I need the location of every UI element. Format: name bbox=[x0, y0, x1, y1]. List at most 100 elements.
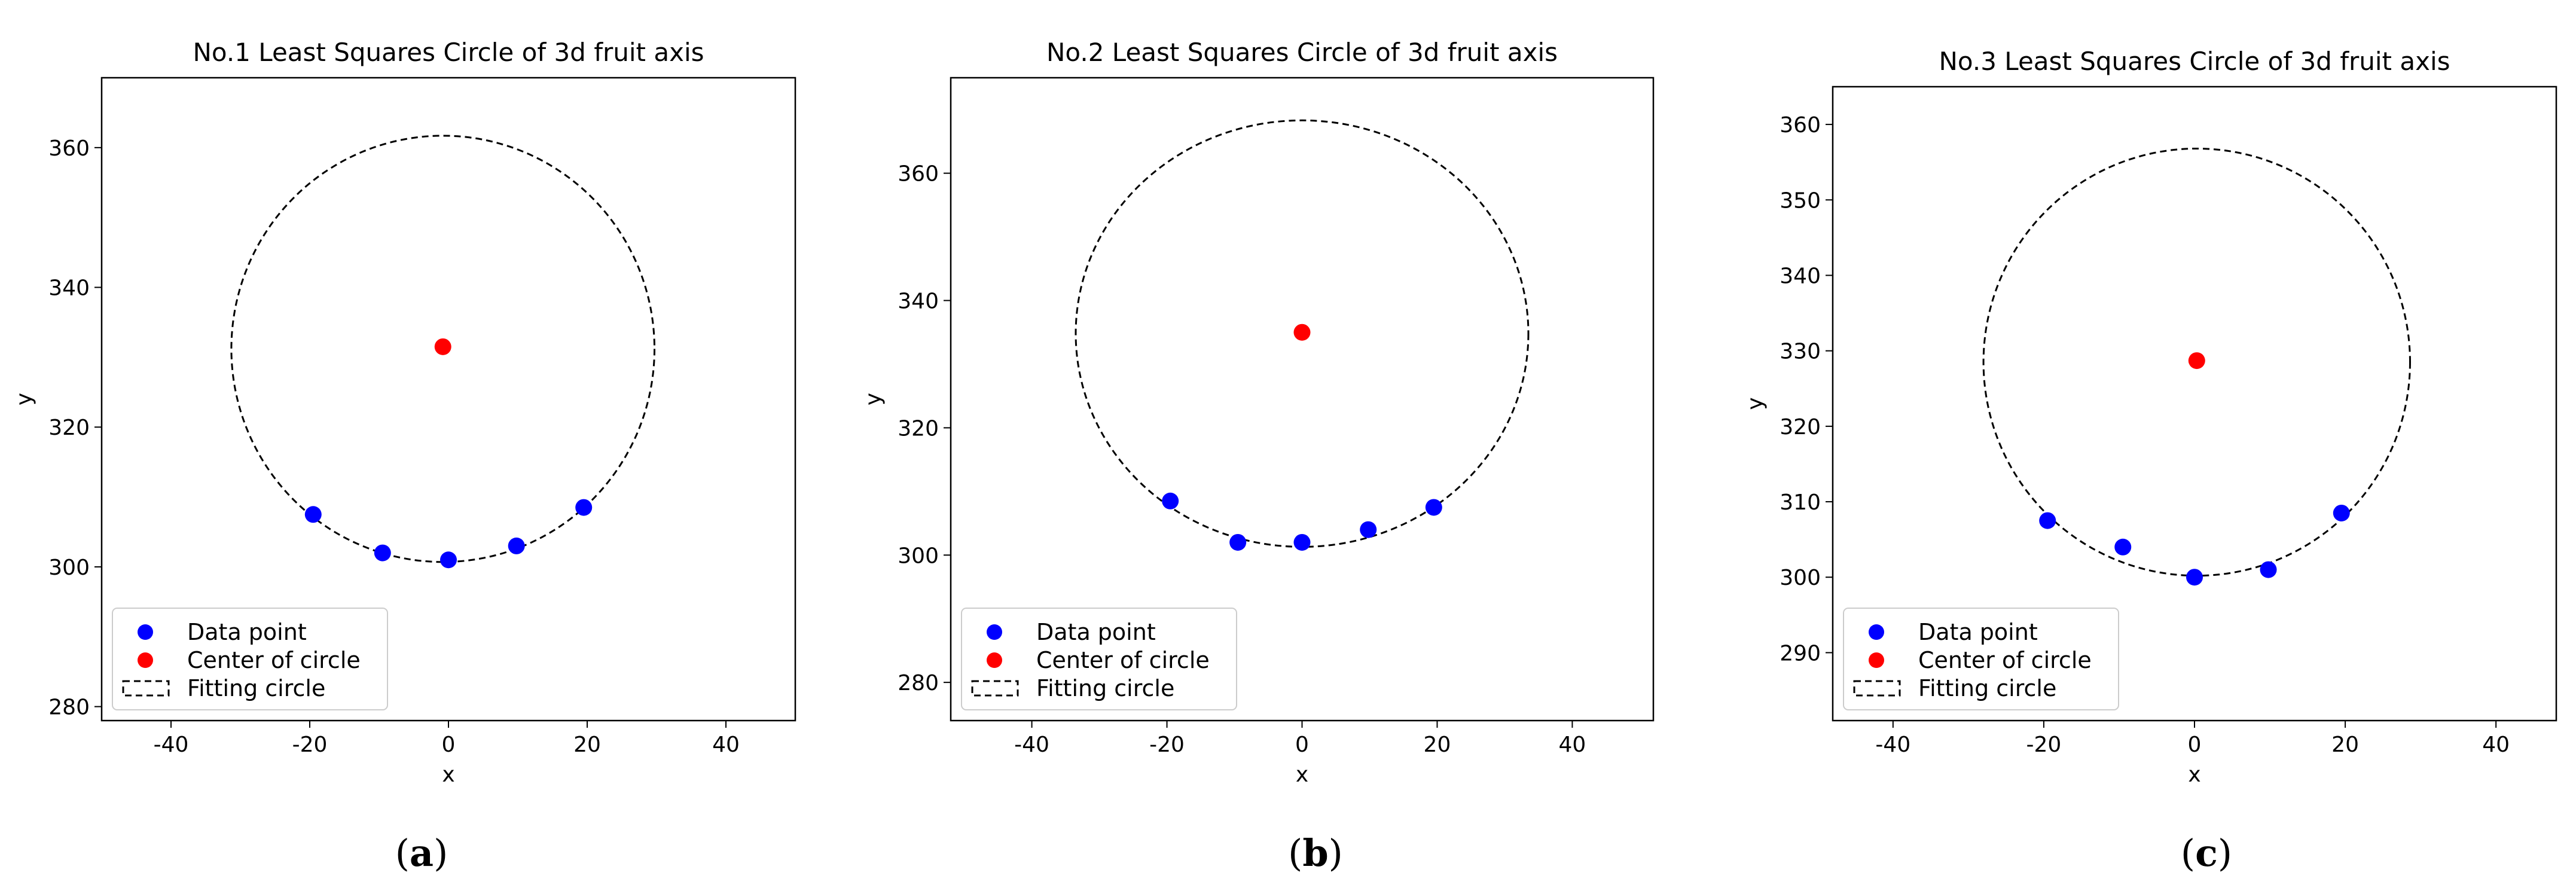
y-tick-label: 320 bbox=[1780, 415, 1821, 440]
y-tick-label: 360 bbox=[898, 162, 939, 187]
legend-marker-data-point bbox=[138, 624, 153, 640]
legend-box bbox=[112, 608, 388, 710]
data-point bbox=[1425, 499, 1442, 516]
legend-label: Fitting circle bbox=[1036, 675, 1174, 701]
center-point bbox=[1293, 324, 1311, 341]
x-tick-label: -20 bbox=[2026, 733, 2062, 757]
y-tick-label: 280 bbox=[898, 671, 939, 695]
data-point bbox=[2186, 569, 2203, 586]
y-tick-label: 300 bbox=[1780, 566, 1821, 590]
caption-paren: ) bbox=[434, 831, 448, 875]
legend-marker-center bbox=[138, 652, 153, 668]
data-point bbox=[2114, 538, 2132, 556]
plot-frame bbox=[100, 77, 796, 722]
caption-letter: c bbox=[2195, 831, 2218, 875]
legend-label: Center of circle bbox=[1036, 647, 1210, 673]
fitting-circle bbox=[230, 135, 656, 563]
y-tick-label: 290 bbox=[1780, 641, 1821, 666]
y-axis-label: y bbox=[1743, 397, 1768, 410]
chart-title: No.2 Least Squares Circle of 3d fruit ax… bbox=[1046, 38, 1558, 67]
caption-paren: ( bbox=[395, 831, 410, 875]
chart-title: No.1 Least Squares Circle of 3d fruit ax… bbox=[193, 38, 704, 67]
chart-panel-3: No.3 Least Squares Circle of 3d fruit ax… bbox=[1743, 47, 2557, 875]
x-tick-label: 0 bbox=[2188, 733, 2202, 757]
data-point bbox=[2260, 561, 2277, 578]
x-tick-label: -40 bbox=[1014, 733, 1049, 757]
data-point bbox=[1293, 533, 1311, 551]
x-tick-label: 0 bbox=[1295, 733, 1309, 757]
caption-paren: ) bbox=[1329, 831, 1343, 875]
legend-marker-fitting-circle bbox=[122, 680, 170, 697]
legend-label: Fitting circle bbox=[1918, 675, 2056, 701]
caption-letter: a bbox=[410, 831, 434, 875]
y-tick-label: 330 bbox=[1780, 340, 1821, 364]
legend-marker-center bbox=[1869, 652, 1884, 668]
data-point bbox=[1162, 492, 1179, 509]
legend-marker-fitting-circle bbox=[1853, 680, 1901, 697]
y-axis-label: y bbox=[861, 393, 886, 405]
legend-label: Fitting circle bbox=[187, 675, 325, 701]
legend-marker-center bbox=[987, 652, 1002, 668]
legend-label: Data point bbox=[1036, 619, 1156, 645]
y-tick-label: 340 bbox=[898, 289, 939, 314]
data-point bbox=[440, 551, 457, 569]
y-tick-label: 300 bbox=[898, 544, 939, 568]
x-tick-label: 0 bbox=[442, 733, 456, 757]
caption-paren: ( bbox=[1288, 831, 1302, 875]
legend-box bbox=[961, 608, 1237, 710]
x-axis-label: x bbox=[442, 762, 454, 787]
y-tick-label: 360 bbox=[48, 136, 90, 161]
x-tick-label: 20 bbox=[1424, 733, 1451, 757]
y-tick-label: 320 bbox=[898, 416, 939, 441]
panel-caption: (a) bbox=[395, 831, 448, 875]
data-point bbox=[2039, 512, 2056, 529]
caption-paren: ) bbox=[2218, 831, 2232, 875]
legend-box bbox=[1843, 608, 2119, 710]
chart-panel-2: No.2 Least Squares Circle of 3d fruit ax… bbox=[861, 38, 1655, 875]
legend-marker-data-point bbox=[987, 624, 1002, 640]
y-tick-label: 310 bbox=[1780, 490, 1821, 515]
x-tick-label: -40 bbox=[1875, 733, 1910, 757]
center-point bbox=[2188, 352, 2205, 370]
plot-frame bbox=[1832, 86, 2557, 722]
data-point bbox=[508, 537, 525, 554]
x-tick-label: -20 bbox=[1149, 733, 1185, 757]
x-tick-label: 20 bbox=[573, 733, 601, 757]
y-tick-label: 360 bbox=[1780, 113, 1821, 138]
legend-marker-fitting-circle bbox=[971, 680, 1019, 697]
x-tick-label: 40 bbox=[2482, 733, 2510, 757]
legend-marker-data-point bbox=[1869, 624, 1884, 640]
legend-label: Data point bbox=[187, 619, 307, 645]
x-axis-label: x bbox=[1296, 762, 1308, 787]
panel-caption: (c) bbox=[2181, 831, 2232, 875]
x-tick-label: 40 bbox=[712, 733, 740, 757]
y-axis-label: y bbox=[12, 393, 36, 405]
legend-label: Center of circle bbox=[1918, 647, 2092, 673]
data-point bbox=[304, 506, 322, 523]
y-tick-label: 340 bbox=[48, 276, 90, 301]
data-point bbox=[575, 499, 593, 516]
y-tick-label: 340 bbox=[1780, 264, 1821, 288]
y-tick-label: 300 bbox=[48, 556, 90, 580]
x-tick-label: -20 bbox=[292, 733, 328, 757]
plot-frame bbox=[950, 77, 1655, 722]
x-tick-label: -40 bbox=[154, 733, 189, 757]
panel-caption: (b) bbox=[1288, 831, 1343, 875]
y-tick-label: 320 bbox=[48, 416, 90, 440]
x-tick-label: 40 bbox=[1559, 733, 1586, 757]
caption-letter: b bbox=[1302, 831, 1328, 875]
center-point bbox=[434, 338, 451, 355]
caption-paren: ( bbox=[2181, 831, 2195, 875]
chart-panel-1: No.1 Least Squares Circle of 3d fruit ax… bbox=[12, 38, 796, 875]
data-point bbox=[1360, 521, 1377, 538]
legend-label: Center of circle bbox=[187, 647, 361, 673]
data-point bbox=[1229, 533, 1247, 551]
x-axis-label: x bbox=[2188, 762, 2200, 787]
chart-title: No.3 Least Squares Circle of 3d fruit ax… bbox=[1939, 47, 2450, 76]
y-tick-label: 350 bbox=[1780, 188, 1821, 213]
data-point bbox=[2333, 504, 2350, 521]
y-tick-label: 280 bbox=[48, 695, 90, 720]
